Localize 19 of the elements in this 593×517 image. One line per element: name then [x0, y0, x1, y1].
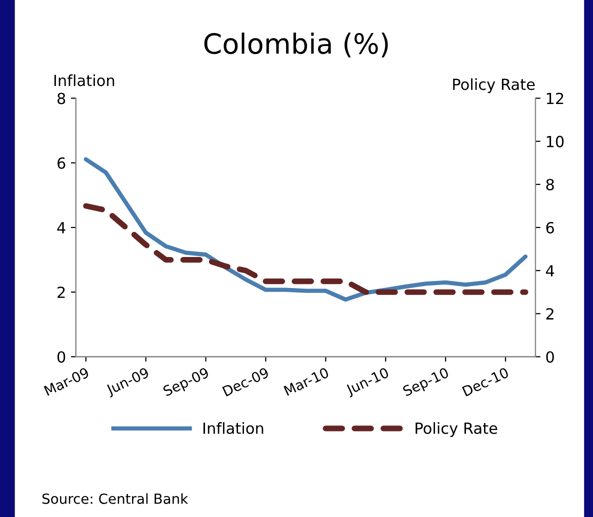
y-axis-title: Inflation [54, 74, 114, 86]
source-note: Source: Central Bank [42, 493, 188, 504]
y2-tick-label: 8 [546, 178, 554, 190]
y2-tick-label: 0 [546, 351, 554, 363]
y2-tick-label: 10 [546, 136, 564, 148]
y2-tick-label: 6 [546, 222, 554, 234]
y2-tick-label: 12 [546, 92, 564, 104]
legend-label: Inflation [204, 422, 264, 434]
chart-title: Colombia (%) [204, 32, 388, 58]
line-series [84, 157, 528, 302]
legend-label: Policy Rate [416, 422, 498, 437]
y-tick-label: 8 [57, 92, 66, 104]
y2-axis-title: Policy Rate [453, 78, 535, 94]
y-tick-label: 2 [58, 286, 65, 298]
y-tick-label: 0 [57, 351, 66, 363]
y-tick-label: 6 [58, 157, 66, 169]
y2-tick-label: 4 [546, 265, 554, 276]
y2-tick-label: 2 [546, 308, 554, 320]
y-tick-label: 4 [57, 222, 66, 234]
